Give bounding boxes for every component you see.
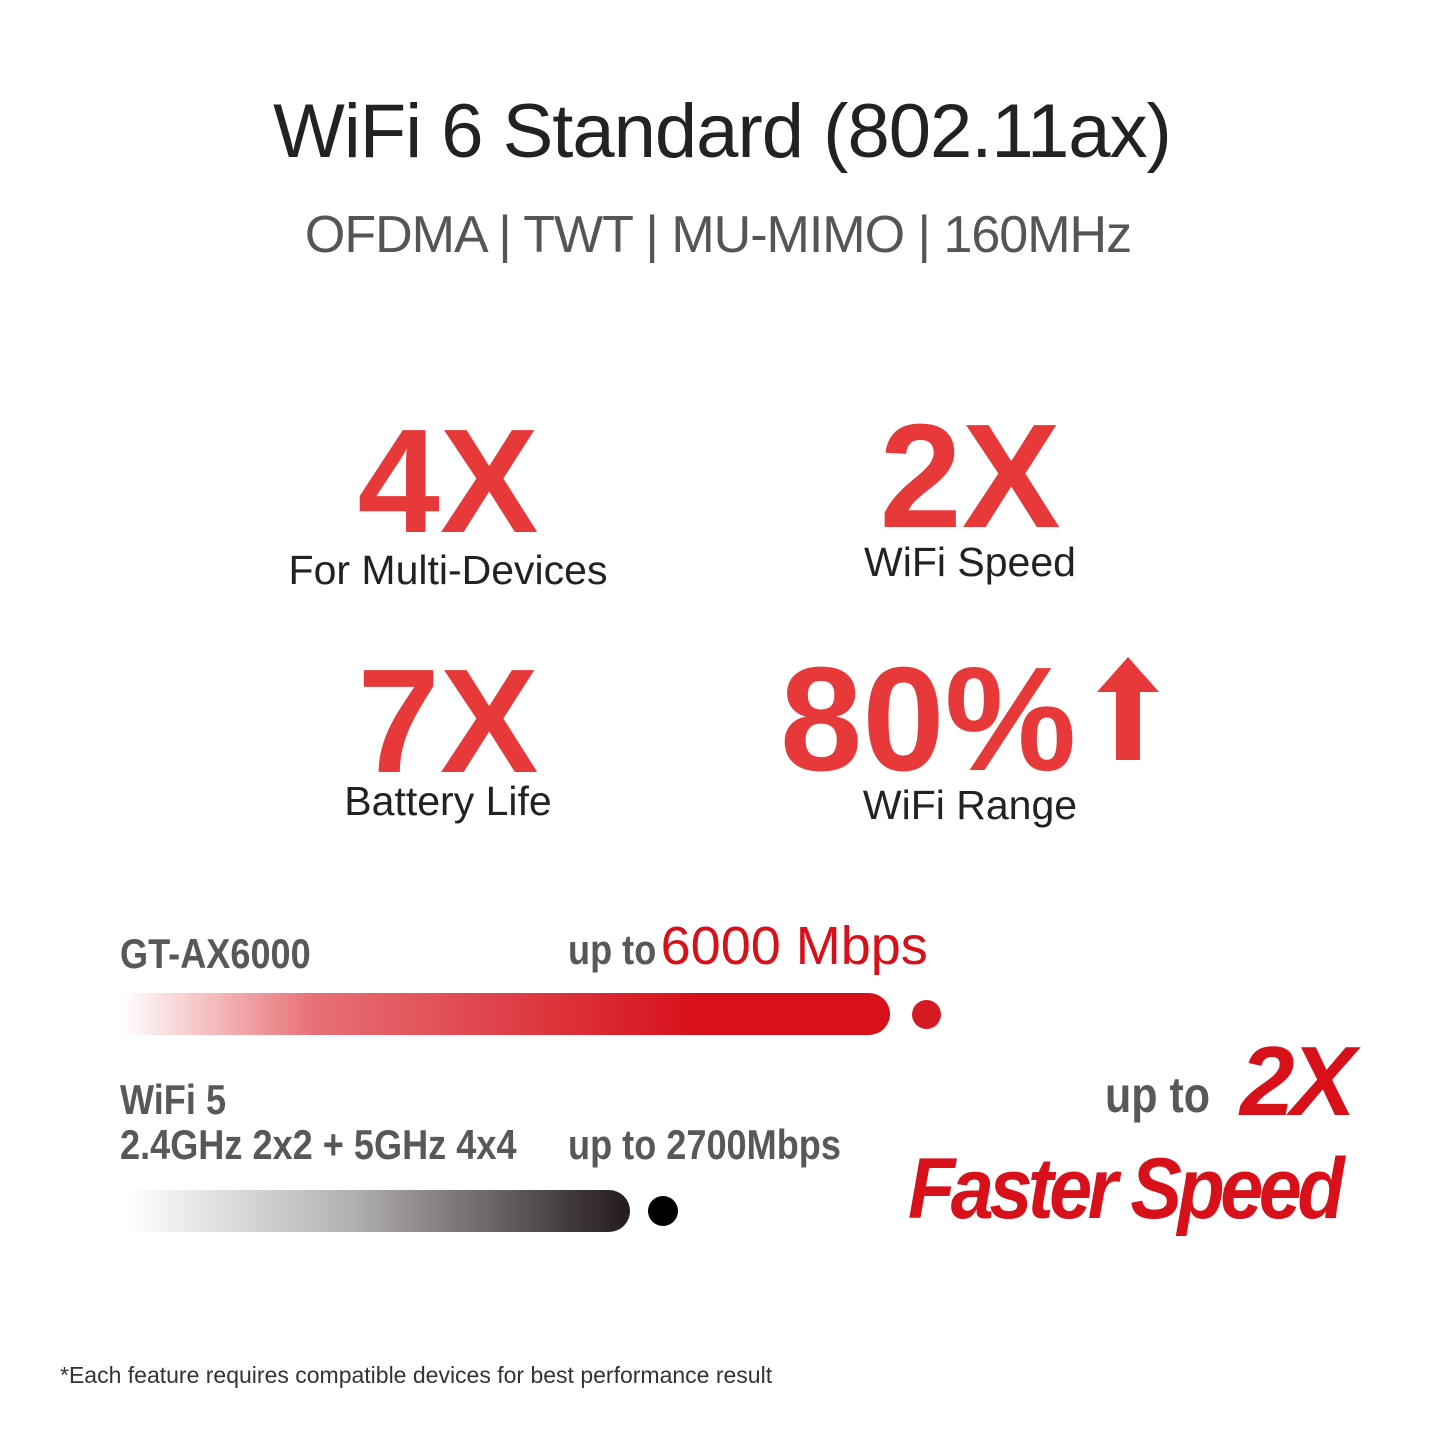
legacy-speed-bar: [128, 1190, 630, 1232]
stat-label-wifi-speed: WiFi Speed: [864, 539, 1076, 585]
product-speed: up to6000 Mbps: [568, 915, 928, 977]
legacy-speed-value: 2700Mbps: [666, 1121, 841, 1168]
product-speed-prefix: up to: [568, 926, 657, 973]
product-speed-dot: [912, 1000, 941, 1029]
stat-value-text: 80%: [780, 637, 1077, 802]
legacy-speed-prefix: up to: [568, 1121, 657, 1168]
claim-value: 2X: [1240, 1026, 1356, 1136]
stat-label-battery-life: Battery Life: [344, 778, 552, 824]
footnote: *Each feature requires compatible device…: [60, 1362, 773, 1388]
product-speed-bar: [122, 993, 890, 1035]
stat-label-multi-devices: For Multi-Devices: [288, 547, 608, 593]
page-subtitle: OFDMA | TWT | MU-MIMO | 160MHz: [304, 206, 1132, 264]
legacy-name: WiFi 5: [120, 1076, 227, 1123]
stat-label-wifi-range: WiFi Range: [862, 782, 1078, 828]
product-speed-value: 6000 Mbps: [660, 916, 928, 976]
stat-value-wifi-range: 80%: [780, 646, 1076, 794]
stat-value-multi-devices: 4X: [357, 399, 539, 564]
claim-prefix: up to: [1105, 1067, 1211, 1123]
legacy-speed: up to 2700Mbps: [568, 1121, 841, 1169]
arrow-up-icon: [1097, 657, 1159, 760]
product-name: GT-AX6000: [120, 930, 311, 977]
stat-value-wifi-speed: 2X: [879, 394, 1061, 559]
page-title: WiFi 6 Standard (802.11ax): [273, 89, 1172, 174]
legacy-speed-dot: [648, 1196, 678, 1226]
stat-value-battery-life: 7X: [357, 639, 539, 804]
legacy-spec: 2.4GHz 2x2 + 5GHz 4x4: [120, 1121, 517, 1168]
claim-label: Faster Speed: [908, 1141, 1345, 1237]
